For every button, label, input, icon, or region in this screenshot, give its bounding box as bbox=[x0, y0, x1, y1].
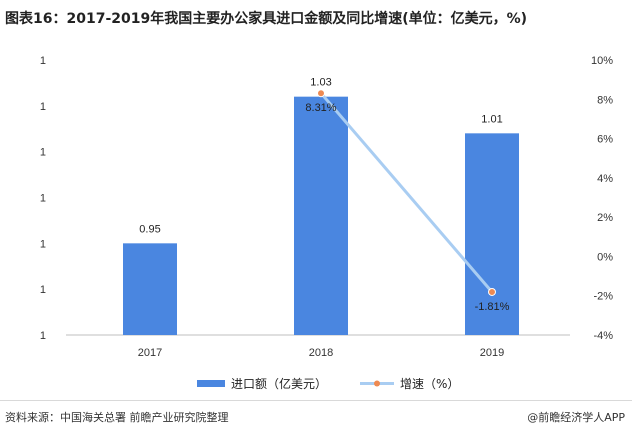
legend-label-line: 增速（%） bbox=[400, 377, 459, 391]
left-tick-label: 1 bbox=[40, 55, 46, 67]
bar-value-label: 1.03 bbox=[310, 77, 331, 89]
bar bbox=[123, 243, 177, 335]
right-tick-label: 8% bbox=[597, 94, 613, 106]
bar-series: 0.95 1.03 1.01 bbox=[123, 77, 519, 336]
legend-swatch-bar bbox=[197, 380, 225, 387]
line-point bbox=[488, 287, 496, 296]
right-tick-label: 6% bbox=[597, 134, 613, 146]
left-tick-label: 1 bbox=[40, 284, 46, 296]
x-tick-label: 2018 bbox=[309, 347, 333, 359]
legend-swatch-marker bbox=[374, 380, 380, 387]
x-axis: 2017 2018 2019 bbox=[138, 347, 504, 359]
right-tick-label: 2% bbox=[597, 212, 613, 224]
bar bbox=[465, 133, 519, 335]
growth-line bbox=[319, 92, 494, 293]
bar-value-label: 1.01 bbox=[481, 113, 502, 125]
page-title: 图表16：2017-2019年我国主要办公家具进口金额及同比增速(单位：亿美元，… bbox=[5, 11, 528, 27]
legend: 进口额（亿美元） 增速（%） bbox=[197, 376, 459, 391]
left-axis: 1 1 1 1 1 1 1 bbox=[40, 55, 46, 342]
brand-credit: @前瞻经济学人APP bbox=[527, 411, 625, 424]
left-tick-label: 1 bbox=[40, 238, 46, 250]
right-tick-label: 0% bbox=[597, 251, 613, 263]
right-tick-label: -2% bbox=[593, 291, 613, 303]
line-value-label: 8.31% bbox=[305, 102, 336, 114]
left-tick-label: 1 bbox=[40, 101, 46, 113]
line-point bbox=[317, 89, 325, 98]
line-series: 8.31% -1.81% bbox=[305, 89, 510, 313]
legend-label-bar: 进口额（亿美元） bbox=[231, 376, 327, 391]
left-tick-label: 1 bbox=[40, 330, 46, 342]
source-note: 资料来源：中国海关总署 前瞻产业研究院整理 bbox=[5, 411, 229, 424]
footer: 资料来源：中国海关总署 前瞻产业研究院整理 @前瞻经济学人APP bbox=[5, 409, 627, 429]
right-tick-label: 10% bbox=[591, 55, 613, 67]
x-tick-label: 2017 bbox=[138, 347, 162, 359]
right-axis: 10% 8% 6% 4% 2% 0% -2% -4% bbox=[591, 55, 613, 342]
left-tick-label: 1 bbox=[40, 193, 46, 205]
bar-value-label: 0.95 bbox=[139, 223, 160, 235]
right-tick-label: -4% bbox=[593, 330, 613, 342]
bar bbox=[294, 96, 348, 336]
left-tick-label: 1 bbox=[40, 147, 46, 159]
footer-divider bbox=[0, 400, 632, 401]
right-tick-label: 4% bbox=[597, 173, 613, 185]
line-value-label: -1.81% bbox=[475, 301, 510, 313]
x-tick-label: 2019 bbox=[480, 347, 504, 359]
